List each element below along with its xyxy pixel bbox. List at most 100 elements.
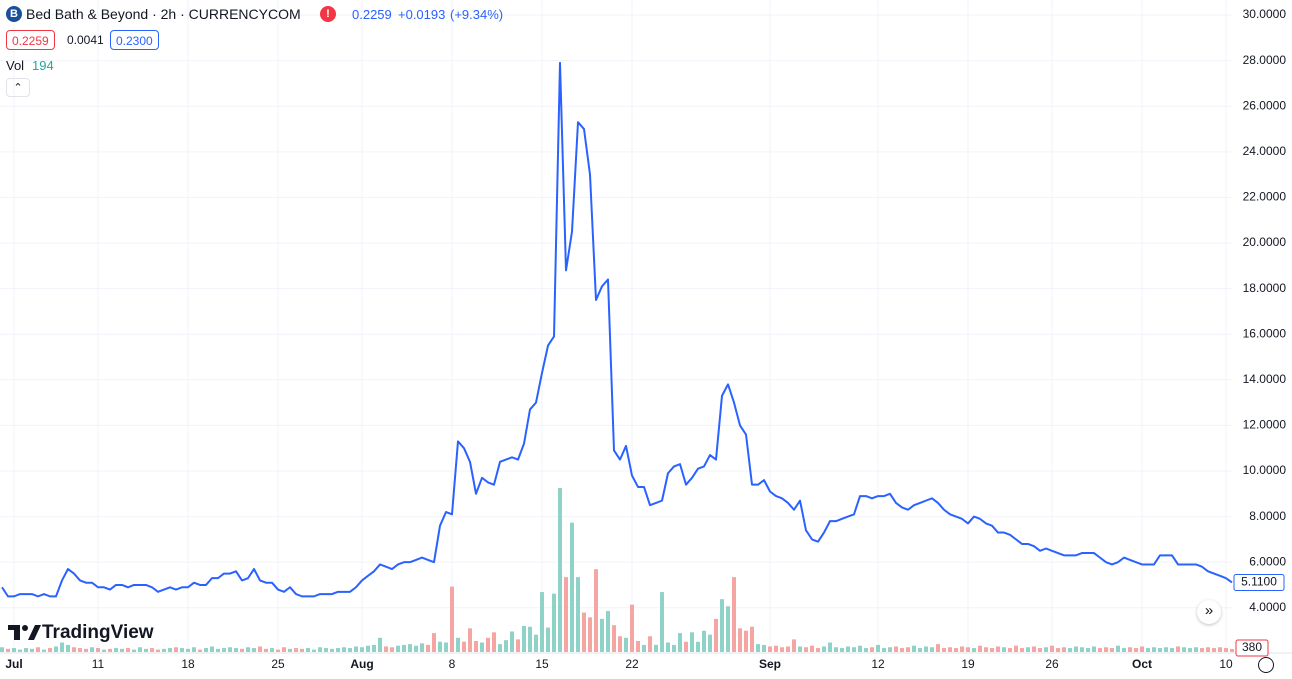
volume-bar bbox=[552, 593, 556, 652]
volume-bar bbox=[618, 636, 622, 652]
volume-bar bbox=[384, 646, 388, 652]
volume-bar bbox=[1224, 648, 1228, 652]
collapse-button[interactable]: ⌃ bbox=[6, 78, 30, 97]
volume-bar bbox=[1056, 648, 1060, 652]
volume-bar bbox=[996, 646, 1000, 652]
price-line bbox=[1, 61, 1233, 598]
volume-bar bbox=[678, 633, 682, 652]
volume-bar bbox=[1032, 646, 1036, 652]
quote-last: 0.2259 bbox=[352, 7, 392, 22]
volume-bar bbox=[48, 648, 52, 652]
volume-bar bbox=[1008, 648, 1012, 652]
volume-bar bbox=[1200, 648, 1204, 652]
volume-bar bbox=[396, 645, 400, 652]
volume-bar bbox=[138, 647, 142, 652]
volume-bar bbox=[900, 648, 904, 652]
volume-bar bbox=[792, 639, 796, 652]
volume-bar bbox=[798, 646, 802, 652]
volume-bar bbox=[942, 648, 946, 652]
volume-bar bbox=[1218, 647, 1222, 652]
volume-bar bbox=[870, 647, 874, 652]
volume-bar bbox=[6, 648, 10, 652]
volume-bar bbox=[804, 647, 808, 652]
ask-badge[interactable]: 0.2300 bbox=[110, 30, 159, 50]
volume-bar bbox=[258, 646, 262, 652]
volume-legend-value: 194 bbox=[32, 58, 54, 73]
volume-bar bbox=[120, 648, 124, 652]
volume-last-box bbox=[1235, 639, 1269, 657]
volume-bar bbox=[228, 647, 232, 652]
volume-bar bbox=[294, 648, 298, 652]
volume-bar bbox=[840, 648, 844, 652]
volume-bar bbox=[378, 637, 382, 652]
volume-bar bbox=[60, 642, 64, 652]
volume-bar bbox=[516, 639, 520, 652]
volume-bar bbox=[1164, 647, 1168, 652]
volume-bar bbox=[720, 599, 724, 652]
volume-bar bbox=[450, 586, 454, 652]
volume-bar bbox=[1098, 648, 1102, 652]
volume-bar bbox=[1002, 647, 1006, 652]
y-tick-label: 28.0000 bbox=[1243, 53, 1287, 67]
volume-bar bbox=[480, 642, 484, 652]
y-tick-label: 12.0000 bbox=[1243, 418, 1287, 432]
volume-bar bbox=[156, 649, 160, 652]
volume-bar bbox=[954, 648, 958, 652]
volume-bar bbox=[456, 637, 460, 652]
volume-bar bbox=[1080, 647, 1084, 652]
volume-bar bbox=[420, 643, 424, 652]
volume-bar bbox=[600, 618, 604, 652]
volume-bar bbox=[948, 647, 952, 652]
x-tick-label: 22 bbox=[625, 657, 639, 671]
volume-bar bbox=[738, 628, 742, 652]
volume-bar bbox=[762, 644, 766, 652]
scroll-right-button[interactable]: » bbox=[1197, 600, 1221, 624]
volume-bar bbox=[288, 648, 292, 652]
volume-bar bbox=[756, 644, 760, 652]
volume-bar bbox=[504, 640, 508, 652]
alert-icon[interactable]: ! bbox=[320, 6, 336, 22]
x-tick-label: 10 bbox=[1219, 657, 1233, 671]
volume-bar bbox=[726, 606, 730, 652]
quote-change-pct: (+9.34%) bbox=[450, 7, 504, 22]
volume-bar bbox=[1140, 646, 1144, 652]
x-tick-label: Sep bbox=[759, 657, 781, 671]
volume-bar bbox=[876, 644, 880, 652]
volume-bar bbox=[672, 644, 676, 652]
volume-bar bbox=[834, 647, 838, 652]
volume-bar bbox=[312, 649, 316, 652]
volume-bar bbox=[522, 625, 526, 652]
volume-bar bbox=[1128, 647, 1132, 652]
volume-bar bbox=[546, 627, 550, 652]
volume-last-label: 380 bbox=[1242, 640, 1262, 654]
x-tick-label: 18 bbox=[181, 657, 195, 671]
x-tick-label: Aug bbox=[350, 657, 373, 671]
x-tick-label: 12 bbox=[871, 657, 885, 671]
volume-bar bbox=[126, 648, 130, 652]
volume-bar bbox=[534, 634, 538, 652]
volume-bar bbox=[1068, 648, 1072, 652]
volume-bar bbox=[702, 630, 706, 652]
settings-button[interactable] bbox=[1258, 657, 1274, 673]
volume-bar bbox=[468, 628, 472, 652]
volume-bar bbox=[852, 647, 856, 652]
volume-bar bbox=[768, 646, 772, 652]
y-tick-label: 24.0000 bbox=[1243, 144, 1287, 158]
volume-bar bbox=[180, 648, 184, 652]
volume-bar bbox=[90, 647, 94, 652]
volume-bar bbox=[636, 640, 640, 652]
volume-bar bbox=[1158, 648, 1162, 652]
volume-bar bbox=[102, 649, 106, 652]
last-price-label: 5.1100 bbox=[1241, 575, 1277, 589]
volume-bar bbox=[30, 648, 34, 652]
bid-badge[interactable]: 0.2259 bbox=[6, 30, 55, 50]
volume-legend: Vol bbox=[6, 58, 25, 73]
x-tick-label: 25 bbox=[271, 657, 285, 671]
volume-bar bbox=[774, 645, 778, 652]
volume-bar bbox=[186, 648, 190, 652]
volume-bar bbox=[1230, 649, 1234, 652]
volume-bar bbox=[330, 648, 334, 652]
grid bbox=[0, 0, 1232, 652]
volume-bar bbox=[888, 647, 892, 652]
